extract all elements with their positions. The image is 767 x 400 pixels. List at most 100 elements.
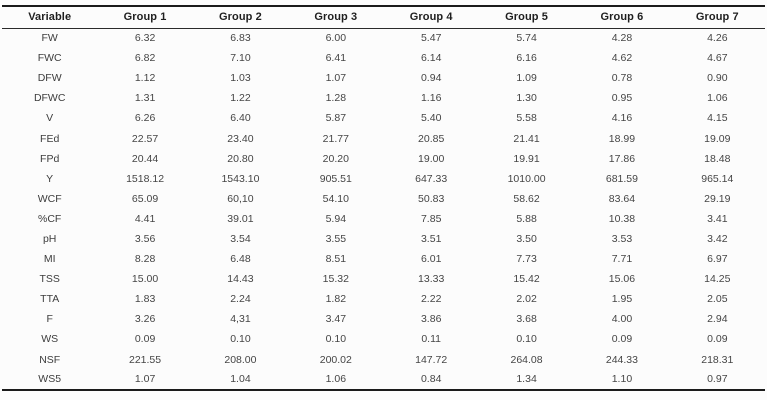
value-cell: 20.80 (227, 152, 254, 165)
value-cell: 2.94 (707, 313, 728, 326)
value-cell: 20.20 (322, 152, 349, 165)
value-cell: 6.26 (134, 112, 156, 125)
value-cell: 20.85 (418, 132, 445, 145)
value-cell: 1.07 (325, 72, 347, 85)
column-header-group-2: Group 2 (192, 6, 289, 29)
value-cell: 58.62 (513, 192, 540, 205)
value-cell: 0.11 (421, 333, 442, 346)
value-cell: 60,10 (227, 192, 254, 205)
variable-cell: pH (42, 232, 57, 245)
value-cell: 2.24 (230, 293, 251, 306)
value-cell: 6.32 (134, 32, 156, 45)
value-cell: 3.86 (420, 313, 442, 326)
value-cell: 0.97 (707, 373, 728, 386)
value-cell: 5.58 (516, 112, 537, 125)
column-header-group-6: Group 6 (574, 6, 670, 29)
variable-cell: WS5 (38, 373, 62, 386)
value-cell: 3.56 (134, 232, 156, 245)
value-cell: 4.00 (611, 313, 633, 326)
column-header-group-7: Group 7 (669, 6, 765, 29)
value-cell: 0.90 (707, 72, 728, 85)
column-header-group-5: Group 5 (478, 6, 575, 29)
value-cell: 147.72 (415, 353, 448, 366)
value-cell: 1543.10 (221, 172, 260, 185)
value-cell: 0.10 (230, 333, 251, 346)
value-cell: 208.00 (224, 353, 257, 366)
value-cell: 0.09 (707, 333, 728, 346)
value-cell: 83.64 (608, 192, 636, 205)
value-cell: 5.40 (420, 112, 442, 125)
value-cell: 1.07 (134, 373, 156, 386)
value-cell: 0.09 (611, 333, 633, 346)
table-row: TSS 15.00 14.43 15.32 13.33 15.42 15.06 14.25 (2, 269, 765, 289)
table-row: FWC 6.82 7.10 6.41 6.14 6.16 4.62 4.67 (2, 48, 765, 68)
variable-cell: FPd (40, 152, 60, 165)
value-cell: 5.87 (325, 112, 347, 125)
table-row: Y 1518.12 1543.10 905.51 647.33 1010.00 681.59… (2, 169, 765, 189)
value-cell: 0.09 (134, 333, 156, 346)
table-row: DFW 1.12 1.03 1.07 0.94 1.09 0.78 0.90 (2, 68, 765, 88)
variable-cell: WCF (37, 192, 62, 205)
table-row: pH 3.56 3.54 3.55 3.51 3.50 3.53 3.42 (2, 229, 765, 249)
value-cell: 4.16 (611, 112, 633, 125)
value-cell: 200.02 (319, 353, 352, 366)
value-cell: 18.48 (704, 152, 731, 165)
variable-cell: F (46, 313, 53, 326)
value-cell: 7.10 (230, 52, 251, 65)
value-cell: 22.57 (131, 132, 159, 145)
table-row: FPd 20.44 20.80 20.20 19.00 19.91 17.86 18.48 (2, 149, 765, 169)
value-cell: 1.03 (230, 72, 251, 85)
value-cell: 1.16 (420, 92, 442, 105)
value-cell: 1.22 (230, 92, 251, 105)
value-cell: 6.83 (230, 32, 251, 45)
value-cell: 0.94 (420, 72, 442, 85)
value-cell: 3.54 (230, 232, 251, 245)
variable-cell: NSF (39, 353, 61, 366)
value-cell: 19.91 (513, 152, 540, 165)
value-cell: 17.86 (608, 152, 636, 165)
value-cell: 7.85 (420, 212, 442, 225)
value-cell: 15.32 (322, 273, 349, 286)
value-cell: 6.16 (516, 52, 537, 65)
value-cell: 4.62 (611, 52, 633, 65)
value-cell: 50.83 (418, 192, 445, 205)
value-cell: 3.68 (516, 313, 537, 326)
value-cell: 8.28 (134, 253, 156, 266)
variable-cell: WS (41, 333, 59, 346)
value-cell: 1.10 (611, 373, 633, 386)
value-cell: 1.95 (611, 293, 633, 306)
table-header: Variable Group 1 Group 2 Group 3 Group 4 Grou… (2, 6, 765, 29)
value-cell: 1.06 (707, 92, 728, 105)
value-cell: 1010.00 (507, 172, 546, 185)
value-cell: 3.42 (707, 232, 728, 245)
table-row: WS5 1.07 1.04 1.06 0.84 1.34 1.10 0.97 (2, 370, 765, 390)
value-cell: 1.09 (516, 72, 537, 85)
value-cell: 1.83 (134, 293, 156, 306)
value-cell: 0.10 (516, 333, 537, 346)
value-cell: 4.67 (707, 52, 728, 65)
column-header-group-3: Group 3 (288, 6, 384, 29)
value-cell: 6.97 (707, 253, 728, 266)
value-cell: 1518.12 (126, 172, 165, 185)
variable-cell: %CF (38, 212, 62, 225)
value-cell: 5.47 (420, 32, 442, 45)
value-cell: 6.41 (325, 52, 347, 65)
value-cell: 905.51 (319, 172, 352, 185)
table-row: WCF 65.09 60,10 54.10 50.83 58.62 83.64 29.19 (2, 189, 765, 209)
table-row: DFWC 1.31 1.22 1.28 1.16 1.30 0.95 1.06 (2, 88, 765, 108)
value-cell: 1.30 (516, 92, 537, 105)
table-row: TTA 1.83 2.24 1.82 2.22 2.02 1.95 2.05 (2, 289, 765, 309)
value-cell: 10.38 (608, 212, 636, 225)
value-cell: 5.88 (516, 212, 537, 225)
value-cell: 54.10 (322, 192, 349, 205)
variable-cell: TTA (40, 293, 60, 306)
value-cell: 6.14 (420, 52, 442, 65)
variable-cell: Y (46, 172, 54, 185)
value-cell: 6.01 (420, 253, 442, 266)
value-cell: 0.78 (611, 72, 633, 85)
value-cell: 1.12 (134, 72, 156, 85)
table-row: NSF 221.55 208.00 200.02 147.72 264.08 244.33 2… (2, 350, 765, 370)
value-cell: 244.33 (605, 353, 638, 366)
table-row: FW 6.32 6.83 6.00 5.47 5.74 4.28 4.26 (2, 28, 765, 48)
